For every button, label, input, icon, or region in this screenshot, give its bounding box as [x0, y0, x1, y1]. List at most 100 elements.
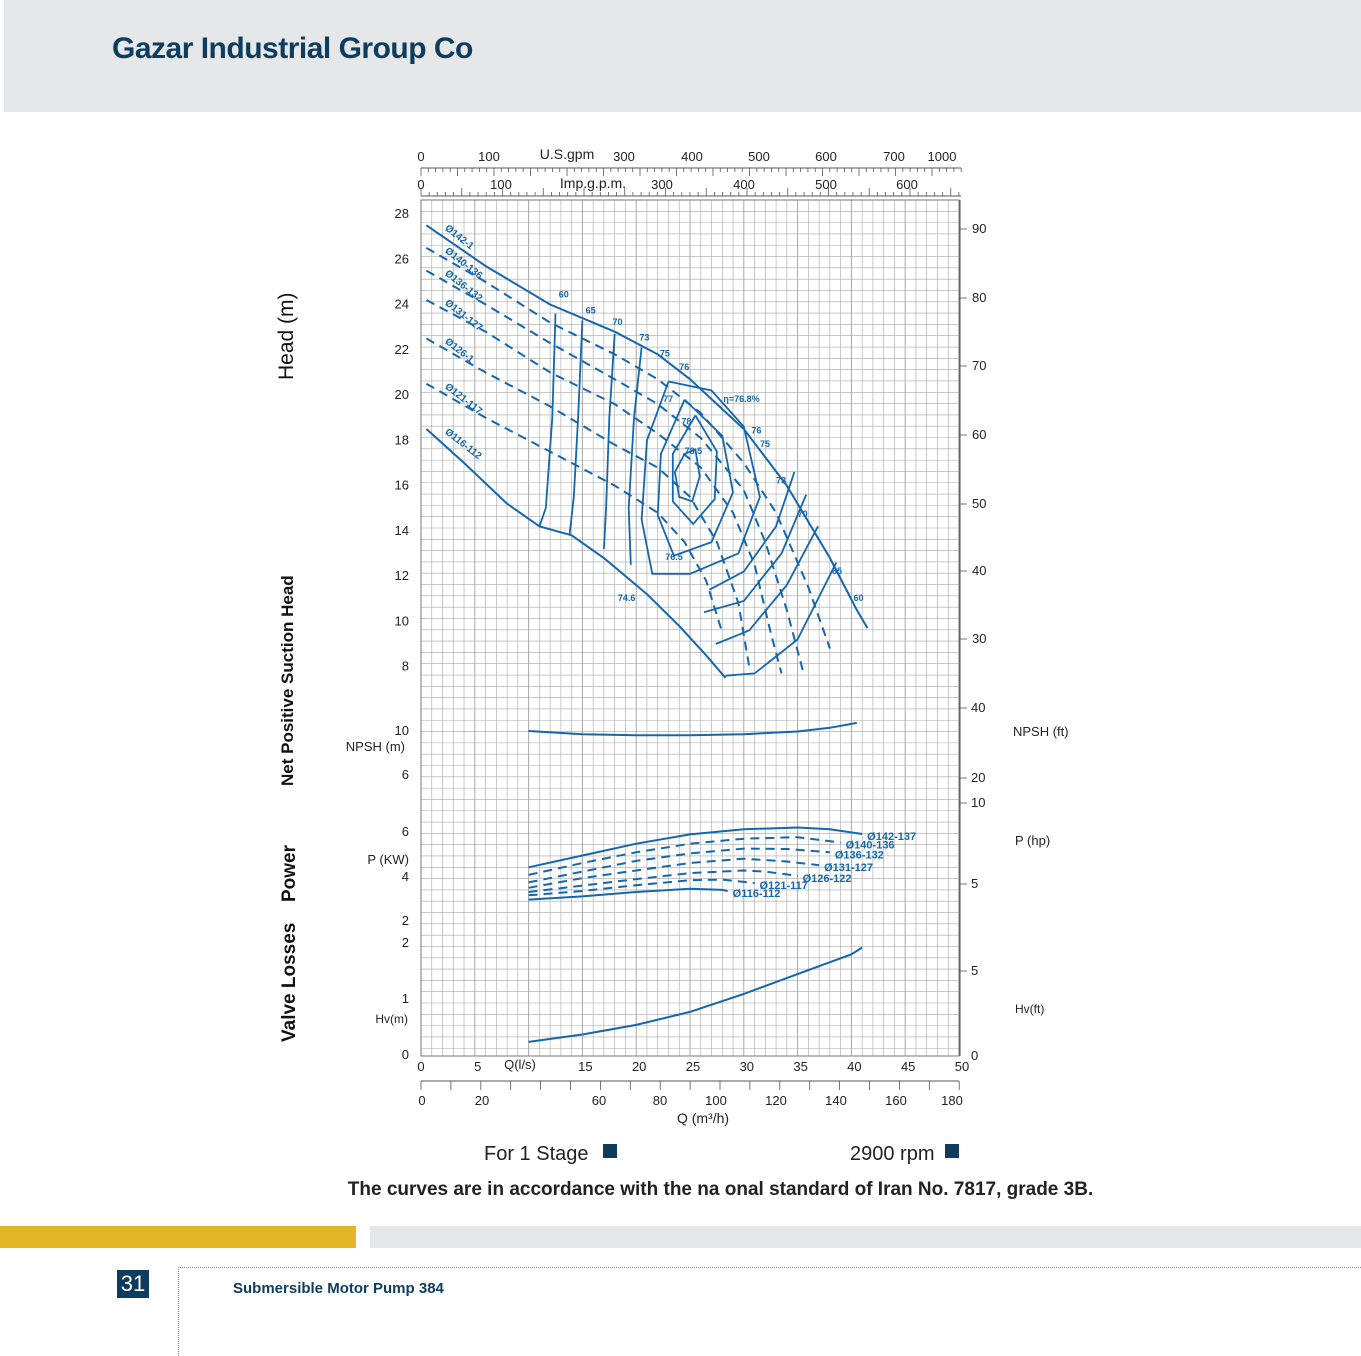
valve-tick-label: 2 — [402, 935, 409, 950]
iso-efficiency-line — [538, 313, 557, 527]
power-tick-label: 6 — [402, 824, 409, 839]
efficiency-label: 76 — [751, 426, 761, 436]
head-tick-label: 18 — [395, 432, 409, 447]
usgpm-tick-label: 600 — [815, 149, 837, 164]
power-axis-label: P (KW) — [367, 852, 409, 867]
efficiency-label: 74.6 — [618, 593, 636, 603]
power-curve-label: Ø136-132 — [835, 849, 884, 861]
impgpm-axis-label: Imp.g.p.m. — [560, 175, 626, 191]
usgpm-tick-label: 300 — [613, 149, 635, 164]
head-curve-label: Ø126-1 — [443, 336, 476, 365]
head-curve — [425, 299, 783, 674]
footer-divider — [178, 1267, 1361, 1268]
head-curve-label: Ø116-112 — [443, 427, 484, 463]
head-ft-tick-label: 70 — [972, 358, 986, 373]
usgpm-tick-label: 500 — [748, 149, 770, 164]
q-m3h-tick-label: 140 — [825, 1093, 847, 1108]
efficiency-island — [671, 414, 718, 526]
power-curve-label: Ø126-122 — [803, 873, 852, 885]
power-curve — [528, 857, 820, 889]
valve-axis-label: Hv(m) — [375, 1012, 408, 1026]
efficiency-island — [673, 448, 701, 503]
efficiency-label: 73 — [639, 333, 649, 343]
iso-efficiency-line — [568, 320, 584, 536]
iso-efficiency-line — [725, 562, 838, 677]
standard-note: The curves are in accordance with the na… — [347, 1179, 1094, 1200]
valve-ft-axis-label: Hv(ft) — [1015, 1002, 1044, 1016]
efficiency-label: 60 — [854, 593, 864, 603]
power-curve — [528, 836, 841, 876]
header-band — [4, 0, 1361, 112]
impgpm-tick-label: 100 — [490, 177, 512, 192]
impgpm-tick-label: 400 — [733, 177, 755, 192]
efficiency-label: 78 — [681, 416, 691, 426]
efficiency-label: 60 — [559, 290, 569, 300]
q-ls-tick-label: 40 — [847, 1059, 861, 1074]
chart-grid — [420, 199, 960, 1056]
rpm-note: 2900 rpm — [850, 1143, 959, 1166]
chart-curves — [425, 224, 869, 1043]
q-m3h-tick-label: 100 — [705, 1093, 727, 1108]
efficiency-label: 77 — [663, 394, 673, 404]
q-m3h-tick-label: 80 — [653, 1093, 667, 1108]
npsh-axis-label: NPSH (m) — [346, 739, 405, 754]
efficiency-label: 70 — [798, 509, 808, 519]
power-tick-label: 2 — [402, 913, 409, 928]
power-curve — [528, 826, 863, 869]
footer-grey-bar — [370, 1226, 1361, 1248]
footer-gold-bar — [0, 1226, 356, 1248]
valve-tick-label: 1 — [402, 991, 409, 1006]
efficiency-label: 75 — [660, 349, 670, 359]
efficiency-label: 65 — [586, 306, 596, 316]
q-m3h-tick-label: 20 — [475, 1093, 489, 1108]
usgpm-tick-label: 400 — [681, 149, 703, 164]
q-ls-tick-label: 50 — [955, 1059, 969, 1074]
npsh-ft-axis-label: NPSH (ft) — [1013, 724, 1069, 739]
npsh-tick-label: 10 — [395, 723, 409, 738]
usgpm-tick-label: 700 — [883, 149, 905, 164]
q-ls-tick-label: 45 — [901, 1059, 915, 1074]
power-hp-tick-label: 5 — [971, 876, 978, 891]
q-m3h-tick-label: 0 — [418, 1093, 425, 1108]
efficiency-label: 78.5 — [685, 446, 703, 456]
company-name: Gazar Industrial Group Co — [112, 32, 473, 65]
head-tick-label: 22 — [395, 342, 409, 357]
power-curve-label: Ø116-112 — [733, 888, 781, 900]
q-m3h-tick-label: 120 — [765, 1093, 787, 1108]
efficiency-label: 75 — [760, 439, 770, 449]
head-tick-label: 10 — [395, 613, 409, 628]
q-m3h-tick-label: 60 — [592, 1093, 606, 1108]
iso-efficiency-line — [703, 494, 808, 614]
usgpm-tick-label: 100 — [478, 149, 500, 164]
npsh-curve — [528, 721, 857, 737]
efficiency-label: 76 — [679, 362, 689, 372]
plot-frame — [420, 199, 960, 1057]
head-tick-label: 28 — [395, 206, 409, 221]
npsh-tick-label: 6 — [402, 767, 409, 782]
efficiency-label: η=76.8% — [723, 394, 759, 404]
power-curve-label: Ø142-137 — [867, 831, 916, 843]
head-curve — [425, 224, 869, 629]
head-ft-tick-label: 40 — [972, 563, 986, 578]
head-ft-tick-label: 30 — [972, 631, 986, 646]
q-m3h-tick-label: 180 — [941, 1093, 963, 1108]
usgpm-tick-label: 1000 — [928, 149, 957, 164]
page-number: 31 — [117, 1270, 149, 1298]
impgpm-tick-label: 300 — [651, 177, 673, 192]
head-curve — [425, 269, 804, 672]
usgpm-axis-label: U.S.gpm — [540, 146, 594, 162]
q-ls-tick-label: 5 — [474, 1059, 481, 1074]
iso-efficiency-line — [603, 333, 616, 549]
stage-marker-icon — [602, 1144, 617, 1158]
valve-ft-tick-label: 5 — [971, 963, 978, 978]
npsh-ft-tick-label: 10 — [971, 795, 985, 810]
valve-tick-label: 0 — [402, 1047, 409, 1062]
power-curve-label: Ø131-127 — [824, 862, 873, 874]
head-curve — [425, 337, 751, 667]
q-ls-tick-label: 15 — [578, 1059, 592, 1074]
head-curve — [425, 247, 831, 649]
q-ls-tick-label: 20 — [632, 1059, 646, 1074]
npsh-ft-tick-label: 40 — [971, 700, 985, 715]
q-m3h-axis-label: Q (m³/h) — [677, 1110, 729, 1126]
head-tick-label: 16 — [395, 478, 409, 493]
